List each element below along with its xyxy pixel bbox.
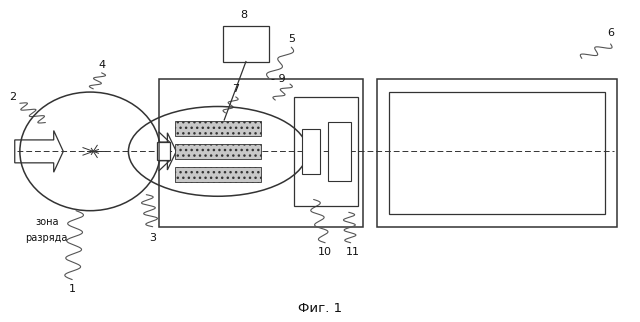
Text: - 9: - 9 [271, 74, 286, 84]
Bar [328, 122, 351, 181]
Text: 11: 11 [346, 247, 360, 257]
Bar [175, 121, 261, 136]
Text: 5: 5 [288, 34, 295, 44]
Bar [294, 97, 358, 206]
Bar [223, 26, 269, 62]
Text: 7: 7 [232, 84, 239, 94]
Text: 3: 3 [149, 233, 156, 243]
Bar [302, 129, 320, 174]
Bar [389, 92, 605, 214]
Bar [175, 167, 261, 182]
Text: 8: 8 [240, 10, 247, 20]
Bar [175, 144, 261, 159]
Text: 6: 6 [607, 28, 614, 38]
Bar [378, 79, 617, 227]
Text: 2: 2 [8, 92, 16, 102]
Text: разряда: разряда [26, 233, 68, 243]
Text: 4: 4 [98, 60, 105, 70]
Text: 10: 10 [318, 247, 332, 257]
Text: 1: 1 [68, 284, 76, 294]
Text: зона: зона [35, 217, 58, 227]
Text: Фиг. 1: Фиг. 1 [298, 302, 342, 315]
Bar [159, 79, 364, 227]
Bar [157, 142, 170, 160]
